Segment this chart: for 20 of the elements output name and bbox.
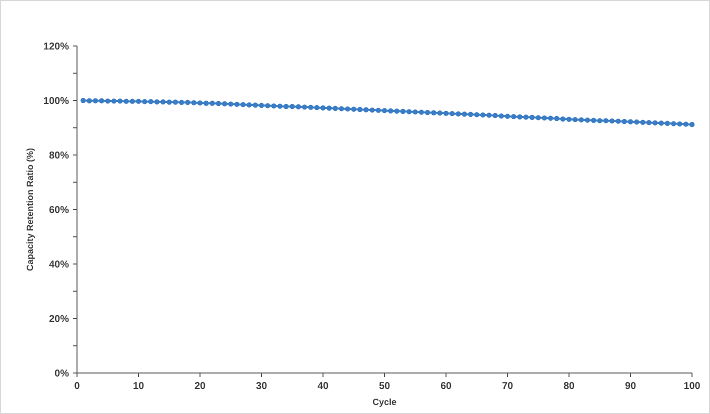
x-tick-label: 20 — [194, 381, 206, 392]
y-tick-label: 40% — [48, 260, 70, 270]
y-axis-title: Capacity Retention Ratio (%) — [25, 148, 35, 272]
y-tick-label: 60% — [48, 205, 70, 216]
y-tick-label: 100% — [43, 96, 70, 107]
x-tick-label: 80 — [563, 381, 575, 392]
y-tick-label: 20% — [48, 314, 70, 325]
x-tick-label: 70 — [502, 381, 514, 392]
x-tick-label: 0 — [74, 381, 80, 392]
x-tick-label: 30 — [256, 381, 268, 392]
y-tick-label: 80% — [48, 150, 70, 162]
x-tick-label: 40 — [317, 381, 329, 392]
x-tick-label: 60 — [440, 381, 452, 392]
x-tick-label: 10 — [132, 381, 144, 392]
x-tick-label: 90 — [624, 381, 636, 392]
y-tick-label: 120% — [43, 42, 70, 52]
x-axis-title: Cycle — [372, 397, 397, 407]
x-tick-label: 100 — [684, 381, 701, 392]
y-tick-label: 0% — [54, 368, 70, 380]
x-tick-label: 50 — [378, 381, 390, 392]
